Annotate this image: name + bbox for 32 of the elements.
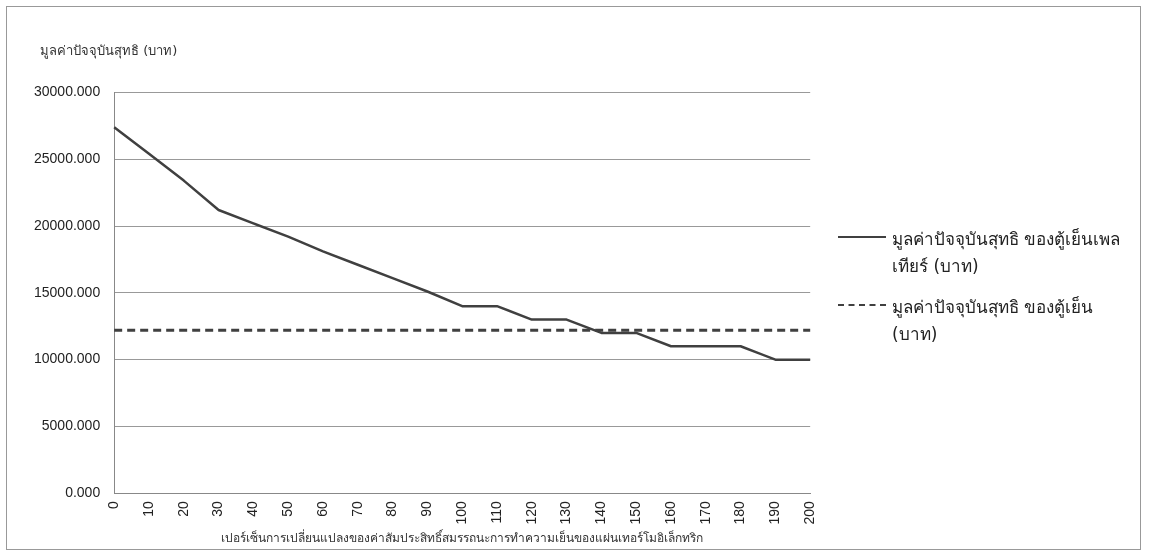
x-tick-label: 150 [627, 501, 644, 525]
x-tick-label: 10 [139, 501, 156, 517]
y-tick-label: 10000.000 [33, 350, 101, 367]
y-tick-label: 15000.000 [33, 283, 101, 300]
legend-label: มูลค่าปัจจุบันสุทธิ ของตู้เย็นเพลเทียร์ (บาท) [892, 227, 1122, 278]
y-axis-title: มูลค่าปัจจุบันสุทธิ (บาท) [40, 42, 178, 61]
x-tick-label: 70 [348, 501, 365, 517]
x-tick-label: 110 [487, 501, 504, 524]
x-tick-label: 170 [696, 501, 713, 525]
x-tick-label: 0 [105, 501, 122, 510]
legend-label: มูลค่าปัจจุบันสุทธิ ของตู้เย็น (บาท) [892, 295, 1095, 346]
x-tick-label: 120 [522, 501, 539, 525]
y-tick-label: 20000.000 [33, 216, 101, 233]
x-axis-title: เปอร์เซ็นการเปลี่ยนแปลงของค่าสัมประสิทธิ์สมรรถนะการทำความเย็นของแผ่นเทอร์โมอิเล็กทริก [221, 529, 704, 546]
x-tick-label: 160 [661, 501, 678, 525]
x-tick-label: 60 [313, 501, 330, 517]
x-tick-label: 30 [209, 501, 226, 517]
x-tick-label: 200 [801, 501, 818, 525]
x-tick-label: 100 [453, 501, 470, 525]
x-tick-label: 20 [174, 501, 191, 517]
y-tick-label: 5000.000 [41, 417, 101, 434]
y-tick-label: 30000.000 [33, 83, 101, 100]
y-tick-label: 25000.000 [33, 150, 101, 167]
x-tick-label: 80 [383, 501, 400, 517]
x-tick-label: 130 [557, 501, 574, 525]
x-tick-label: 90 [418, 501, 435, 517]
x-tick-label: 50 [279, 501, 296, 517]
x-tick-label: 40 [244, 501, 261, 517]
x-tick-label: 180 [731, 501, 748, 525]
x-tick-label: 140 [592, 501, 609, 525]
x-tick-label: 190 [766, 501, 783, 525]
y-tick-label: 0.000 [65, 484, 101, 501]
